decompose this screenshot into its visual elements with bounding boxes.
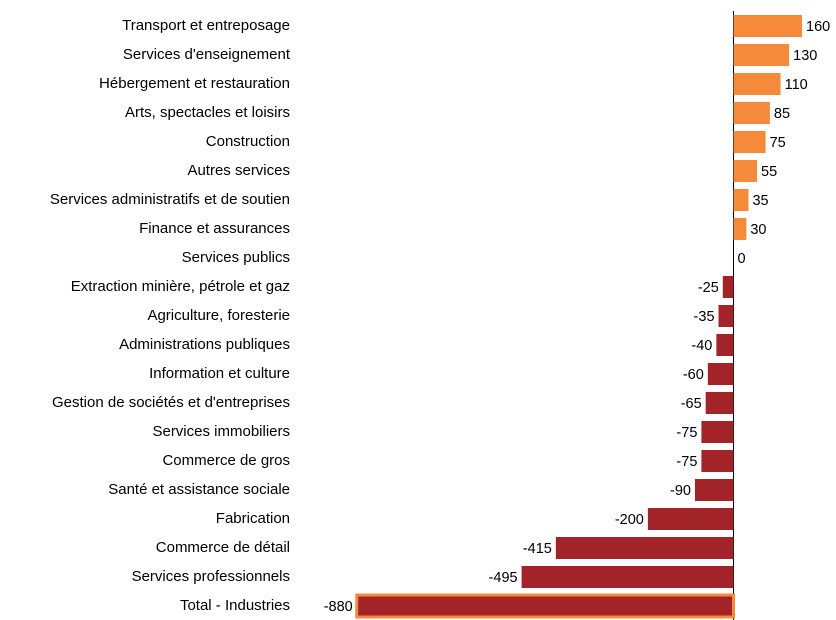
value-label: 85 — [774, 106, 790, 122]
bar — [733, 102, 770, 124]
value-label: 110 — [785, 77, 808, 93]
category-label: Santé et assistance sociale — [108, 481, 290, 498]
value-label: -65 — [681, 396, 702, 412]
value-label: 75 — [770, 135, 786, 151]
category-label: Services administratifs et de soutien — [50, 191, 290, 208]
bar — [733, 160, 758, 182]
bar — [722, 276, 734, 298]
category-label: Services d'enseignement — [123, 46, 291, 63]
value-label: 160 — [806, 19, 830, 35]
value-label: -90 — [670, 483, 691, 499]
category-label: Administrations publiques — [119, 336, 290, 353]
category-label: Information et culture — [149, 365, 290, 382]
category-label: Services immobiliers — [152, 423, 290, 440]
category-label: Agriculture, foresterie — [147, 307, 290, 324]
bar — [701, 421, 734, 443]
value-label: -75 — [676, 454, 697, 470]
bar — [733, 15, 802, 37]
category-label: Commerce de détail — [156, 539, 290, 556]
bar — [733, 131, 766, 153]
category-label: Extraction minière, pétrole et gaz — [71, 278, 290, 295]
bar — [694, 479, 734, 501]
category-label: Total - Industries — [180, 597, 290, 614]
bar — [733, 189, 749, 211]
category-label: Construction — [206, 133, 290, 150]
value-label: -40 — [691, 338, 712, 354]
value-label: 30 — [750, 222, 766, 238]
value-label: -60 — [683, 367, 704, 383]
bar — [555, 537, 734, 559]
bar — [733, 73, 781, 95]
value-label: 130 — [793, 48, 817, 64]
value-label: -880 — [324, 599, 353, 615]
category-label: Commerce de gros — [162, 452, 290, 469]
bar — [705, 392, 734, 414]
bar — [521, 566, 734, 588]
value-label: 55 — [761, 164, 777, 180]
category-label: Fabrication — [216, 510, 290, 527]
bar — [733, 218, 747, 240]
bar — [647, 508, 734, 530]
value-label: -35 — [694, 309, 715, 325]
bar — [718, 305, 734, 327]
value-label: -495 — [489, 570, 518, 586]
category-label: Services professionnels — [132, 568, 290, 585]
category-label: Autres services — [187, 162, 290, 179]
value-label: -75 — [676, 425, 697, 441]
value-label: -25 — [698, 280, 719, 296]
bar — [707, 363, 734, 385]
value-label: -415 — [523, 541, 552, 557]
category-label: Finance et assurances — [139, 220, 290, 237]
bar — [701, 450, 734, 472]
category-label: Gestion de sociétés et d'entreprises — [52, 394, 290, 411]
bar — [355, 593, 735, 619]
value-label: 0 — [738, 251, 746, 267]
value-label: -200 — [615, 512, 644, 528]
category-label: Hébergement et restauration — [99, 75, 290, 92]
bar — [716, 334, 734, 356]
category-label: Arts, spectacles et loisirs — [125, 104, 290, 121]
value-label: 35 — [752, 193, 768, 209]
category-label: Transport et entreposage — [122, 17, 290, 34]
category-label: Services publics — [182, 249, 290, 266]
bar — [733, 44, 790, 66]
